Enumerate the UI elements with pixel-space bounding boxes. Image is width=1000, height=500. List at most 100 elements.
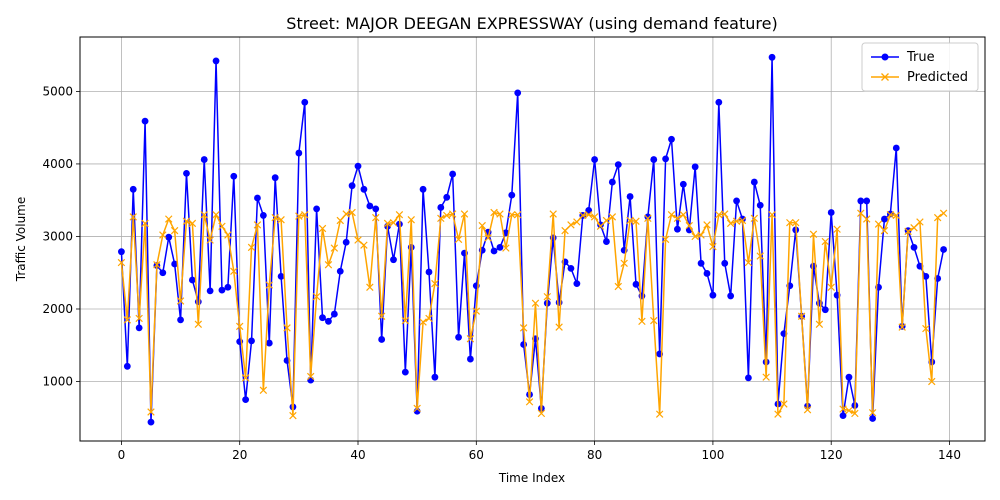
y-tick-label: 1000 — [42, 375, 73, 389]
data-point-predicted — [472, 307, 481, 315]
data-point-predicted — [744, 258, 753, 267]
data-point-predicted — [318, 224, 327, 233]
plot-frame — [79, 36, 986, 442]
data-point-predicted — [809, 230, 818, 239]
data-point-predicted — [614, 282, 622, 291]
data-point-true — [490, 247, 498, 255]
data-point-true — [721, 259, 729, 267]
data-point-true — [869, 415, 877, 422]
data-point-true — [443, 193, 451, 201]
data-point-predicted — [460, 210, 469, 218]
data-point-predicted — [490, 208, 498, 217]
data-point-predicted — [933, 213, 942, 222]
data-point-predicted — [413, 404, 421, 413]
data-point-predicted — [780, 400, 788, 408]
data-point-true — [248, 337, 255, 345]
data-point-predicted — [230, 267, 238, 276]
data-point-true — [165, 233, 173, 241]
data-point-predicted — [762, 373, 770, 381]
data-point-true — [922, 272, 930, 280]
data-point-predicted — [555, 323, 563, 331]
series-predicted — [117, 208, 948, 420]
data-point-true — [259, 212, 267, 219]
data-point-true — [727, 292, 735, 300]
data-point-true — [177, 316, 184, 324]
data-point-predicted — [206, 236, 214, 244]
data-point-true — [703, 270, 711, 277]
data-point-predicted — [673, 214, 682, 223]
data-point-true — [271, 174, 279, 182]
data-point-true — [313, 205, 321, 213]
data-point-predicted — [484, 234, 492, 242]
data-point-predicted — [916, 218, 924, 226]
data-point-predicted — [862, 215, 871, 223]
data-point-true — [650, 156, 658, 163]
data-point-predicted — [342, 210, 350, 218]
data-point-true — [614, 161, 622, 169]
x-tick-label: 20 — [232, 448, 247, 462]
data-point-true — [200, 156, 208, 163]
data-point-predicted — [324, 261, 333, 269]
data-point-true — [218, 286, 226, 294]
data-point-predicted — [389, 218, 398, 227]
data-point-predicted — [277, 216, 285, 224]
data-point-predicted — [608, 213, 617, 221]
x-tick-label: 120 — [820, 448, 843, 462]
data-point-predicted — [845, 406, 853, 415]
data-point-predicted — [655, 410, 664, 418]
data-point-predicted — [721, 210, 729, 218]
x-tick-label: 140 — [938, 448, 961, 462]
data-point-predicted — [525, 398, 534, 406]
data-point-predicted — [176, 297, 185, 305]
data-point-true — [940, 246, 947, 253]
data-point-true — [608, 178, 616, 186]
data-point-true — [496, 243, 504, 251]
data-point-predicted — [928, 377, 936, 386]
data-point-true — [419, 185, 427, 193]
data-point-predicted — [644, 214, 652, 223]
data-point-true — [591, 156, 599, 163]
data-point-true — [567, 264, 575, 272]
data-point-predicted — [537, 409, 546, 418]
x-tick-label: 0 — [118, 448, 126, 462]
data-point-true — [242, 396, 250, 404]
data-point-predicted — [857, 209, 865, 217]
data-point-predicted — [289, 411, 297, 420]
data-point-predicted — [584, 210, 593, 219]
y-tick-label: 2000 — [42, 302, 73, 316]
data-point-predicted — [691, 232, 699, 241]
data-point-predicted — [715, 210, 723, 219]
data-point-true — [307, 376, 315, 384]
data-point-predicted — [383, 219, 392, 228]
data-point-predicted — [839, 405, 847, 413]
data-point-true — [378, 336, 386, 343]
data-point-predicted — [786, 218, 794, 227]
data-point-predicted — [165, 215, 173, 223]
data-point-predicted — [922, 324, 930, 333]
data-point-true — [360, 185, 368, 193]
data-point-predicted — [283, 324, 291, 332]
data-point-predicted — [620, 259, 628, 268]
data-point-predicted — [454, 235, 463, 244]
data-point-predicted — [129, 213, 137, 221]
data-point-true — [632, 280, 640, 288]
data-point-predicted — [377, 312, 386, 320]
data-point-predicted — [851, 409, 859, 418]
data-point-true — [910, 243, 918, 251]
data-point-predicted — [910, 224, 918, 232]
data-point-true — [733, 197, 740, 205]
data-point-predicted — [892, 211, 900, 220]
data-point-predicted — [638, 317, 646, 326]
y-tick-label: 3000 — [42, 229, 73, 243]
data-point-predicted — [170, 226, 179, 235]
data-point-predicted — [218, 222, 226, 231]
data-point-true — [224, 283, 232, 291]
data-point-true — [348, 182, 356, 190]
data-point-predicted — [519, 324, 528, 332]
x-tick-label: 100 — [701, 448, 724, 462]
data-point-predicted — [431, 279, 439, 288]
data-point-predicted — [437, 214, 445, 223]
data-point-predicted — [194, 320, 203, 328]
data-point-true — [709, 291, 717, 299]
data-point-true — [230, 172, 238, 180]
